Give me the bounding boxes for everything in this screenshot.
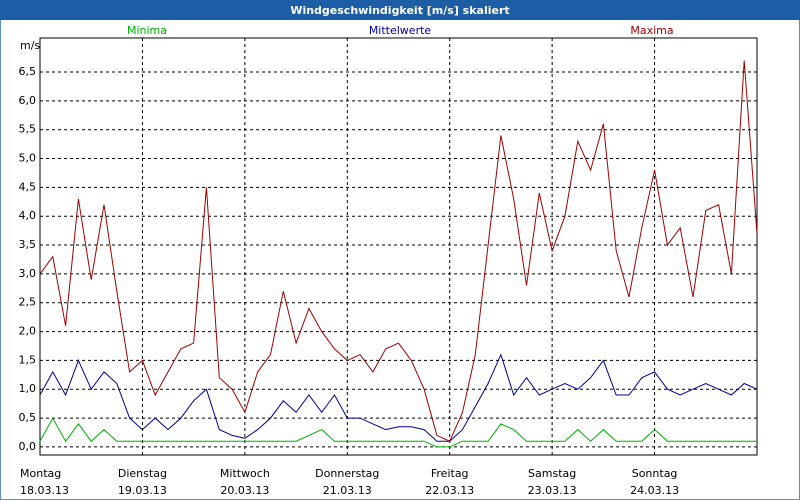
y-tick-label: 5,0 <box>19 152 37 165</box>
x-tick-label: Freitag <box>431 467 469 480</box>
x-tick-date: 23.03.13 <box>528 484 577 497</box>
y-tick-label: 1,5 <box>19 353 37 366</box>
y-tick-label: 1,0 <box>19 382 37 395</box>
data-line <box>39 60 758 442</box>
y-tick-label: 5,5 <box>19 123 37 136</box>
y-tick-label: 3,5 <box>19 238 37 251</box>
x-tick-label: Mittwoch <box>220 467 270 480</box>
y-tick-label: 4,0 <box>19 209 37 222</box>
y-tick-label: 6,5 <box>19 65 37 78</box>
x-tick-date: 22.03.13 <box>425 484 474 497</box>
title-bar <box>0 0 800 20</box>
chart-title: Windgeschwindigkeit [m/s] skaliert <box>290 4 509 17</box>
x-tick-date: 24.03.13 <box>630 484 679 497</box>
legend-entry: Mittelwerte <box>369 24 432 37</box>
x-tick-label: Sonntag <box>632 467 678 480</box>
x-tick-label: Donnerstag <box>315 467 379 480</box>
y-tick-label: 2,5 <box>19 296 37 309</box>
x-tick-date: 19.03.13 <box>118 484 167 497</box>
y-tick-label: 0,0 <box>19 440 37 453</box>
x-tick-label: Dienstag <box>118 467 167 480</box>
plot-area <box>39 37 758 456</box>
x-tick-label: Samstag <box>528 467 576 480</box>
y-tick-label: 0,5 <box>19 411 37 424</box>
x-tick-date: 21.03.13 <box>323 484 372 497</box>
x-tick-date: 18.03.13 <box>20 484 69 497</box>
data-line <box>39 353 758 442</box>
x-tick-date: 20.03.13 <box>220 484 269 497</box>
legend-entry: Maxima <box>630 24 673 37</box>
y-axis-label: m/s <box>20 39 40 52</box>
data-line <box>39 417 757 448</box>
y-tick-label: 2,0 <box>19 325 37 338</box>
y-tick-label: 6,0 <box>19 94 37 107</box>
y-tick-label: 3,0 <box>19 267 37 280</box>
x-tick-label: Montag <box>20 467 61 480</box>
legend-entry: Minima <box>127 24 167 37</box>
y-tick-label: 4,5 <box>19 180 37 193</box>
